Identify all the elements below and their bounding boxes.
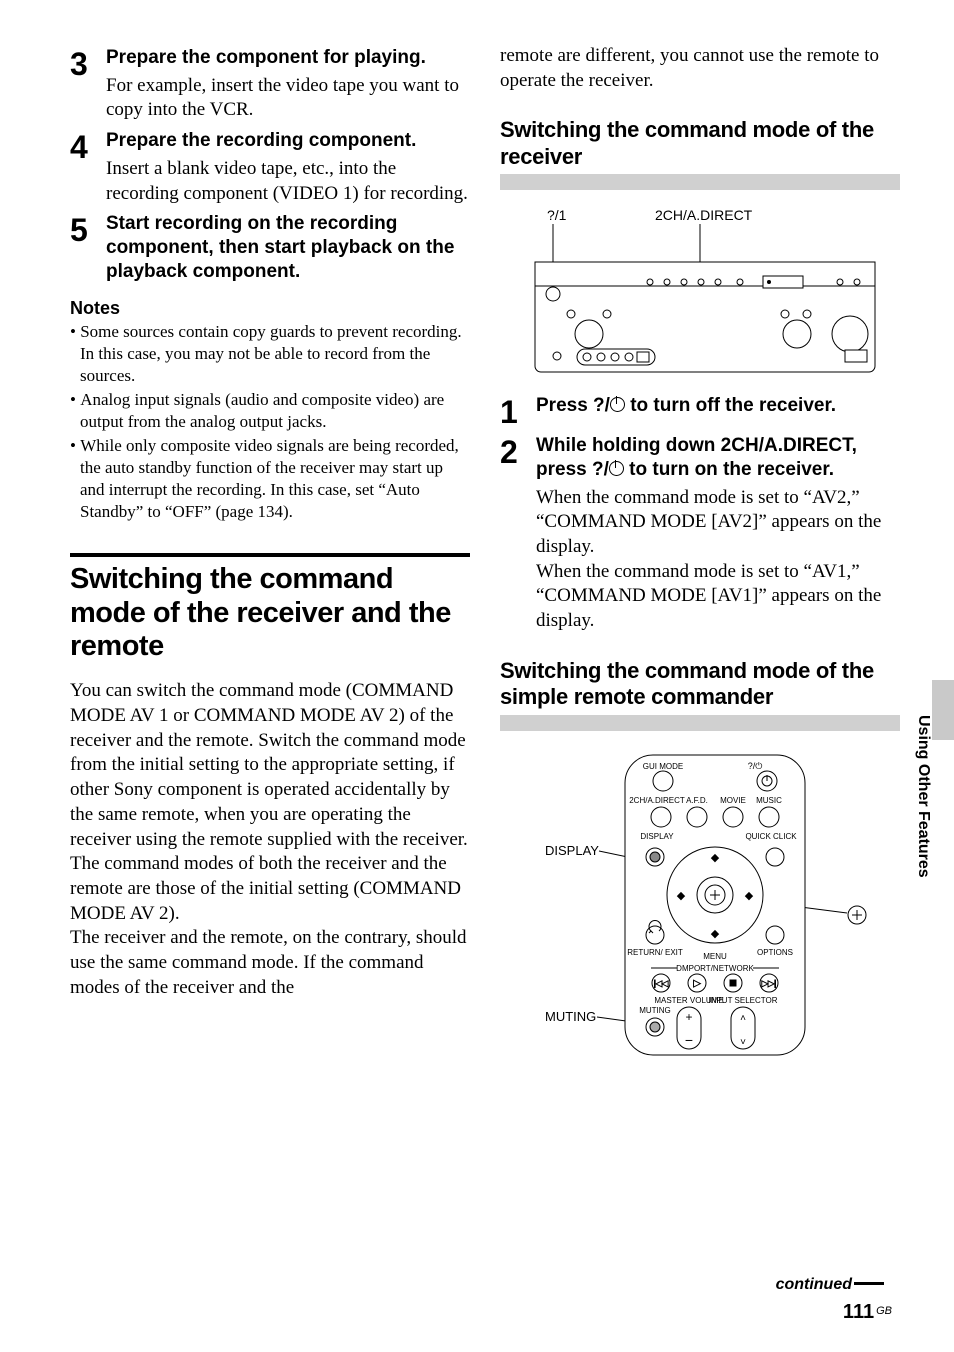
- right-column: remote are different, you cannot use the…: [500, 40, 900, 1065]
- body-paragraph: The receiver and the remote, on the cont…: [70, 926, 470, 1000]
- svg-text:MENU: MENU: [703, 952, 727, 961]
- svg-text:GUI MODE: GUI MODE: [643, 762, 683, 771]
- svg-text:MOVIE: MOVIE: [720, 796, 746, 805]
- svg-text:RETURN/ EXIT: RETURN/ EXIT: [627, 948, 683, 957]
- svg-text:A.F.D.: A.F.D.: [686, 796, 708, 805]
- side-tab: [932, 680, 954, 740]
- step-5: 5 Start recording on the recording compo…: [70, 212, 470, 283]
- right-step-1: 1 Press ?/ to turn off the receiver.: [500, 394, 900, 428]
- note-item: While only composite video signals are b…: [70, 435, 470, 523]
- svg-text:MUTING: MUTING: [639, 1006, 671, 1015]
- notes-list: Some sources contain copy guards to prev…: [70, 321, 470, 524]
- step-3: 3 Prepare the component for playing. For…: [70, 46, 470, 123]
- svg-text:|◀◀: |◀◀: [654, 979, 669, 988]
- step-4: 4 Prepare the recording component. Inser…: [70, 129, 470, 206]
- power-label: ?/1: [547, 207, 567, 223]
- svg-text:+: +: [685, 1010, 692, 1024]
- svg-text:˄: ˄: [740, 1013, 746, 1024]
- svg-text:◆: ◆: [677, 890, 686, 902]
- notes-heading: Notes: [70, 298, 470, 319]
- svg-text:˅: ˅: [740, 1037, 746, 1048]
- receiver-illustration: ?/1 2CH/A.DIRECT: [515, 204, 885, 384]
- svg-text:▶: ▶: [694, 978, 701, 988]
- svg-text:INPUT SELECTOR: INPUT SELECTOR: [708, 996, 777, 1005]
- right-step-2: 2 While holding down 2CH/A.DIRECT, press…: [500, 434, 900, 634]
- section-rule: [70, 553, 470, 557]
- step-number: 3: [70, 46, 106, 123]
- muting-callout: MUTING: [545, 1009, 596, 1024]
- step-number: 4: [70, 129, 106, 206]
- svg-text:DMPORT/NETWORK: DMPORT/NETWORK: [676, 964, 754, 973]
- svg-text:◆: ◆: [711, 928, 720, 940]
- step-title: Prepare the component for playing.: [106, 46, 470, 70]
- remote-illustration: DISPLAY MUTING GUI MODE: [505, 745, 895, 1065]
- svg-text:−: −: [685, 1032, 693, 1048]
- step-title: Press ?/ to turn off the receiver.: [536, 394, 900, 418]
- svg-text:OPTIONS: OPTIONS: [757, 948, 793, 957]
- subsection-title: Switching the command mode of the simple…: [500, 658, 900, 731]
- left-column: 3 Prepare the component for playing. For…: [70, 40, 470, 1065]
- page-number: 111GB: [843, 1301, 892, 1324]
- note-item: Analog input signals (audio and composit…: [70, 389, 470, 433]
- section-title: Switching the command mode of the receiv…: [70, 563, 470, 663]
- step-number: 1: [500, 394, 536, 428]
- svg-text:◆: ◆: [745, 890, 754, 902]
- power-icon: [610, 397, 625, 412]
- svg-text:◆: ◆: [711, 852, 720, 864]
- svg-text:▶▶|: ▶▶|: [762, 979, 776, 988]
- side-section-label: Using Other Features: [914, 715, 932, 878]
- svg-text:MUSIC: MUSIC: [756, 796, 782, 805]
- 2ch-adirect-label: 2CH/A.DIRECT: [655, 207, 753, 223]
- step-title: Prepare the recording component.: [106, 129, 470, 153]
- svg-text:QUICK CLICK: QUICK CLICK: [745, 832, 797, 841]
- body-paragraph: You can switch the command mode (COMMAND…: [70, 679, 470, 852]
- display-callout: DISPLAY: [545, 843, 599, 858]
- step-desc: For example, insert the video tape you w…: [106, 74, 470, 123]
- body-paragraph: The command modes of both the receiver a…: [70, 852, 470, 926]
- svg-text:DISPLAY: DISPLAY: [640, 832, 674, 841]
- power-icon: [609, 461, 624, 476]
- svg-text:?/⏻: ?/⏻: [748, 761, 763, 771]
- step-desc: Insert a blank video tape, etc., into th…: [106, 157, 470, 206]
- step-number: 2: [500, 434, 536, 634]
- step-desc: When the command mode is set to “AV2,” “…: [536, 486, 900, 634]
- body-paragraph: remote are different, you cannot use the…: [500, 44, 900, 93]
- step-title: Start recording on the recording compone…: [106, 212, 470, 283]
- subsection-title: Switching the command mode of the receiv…: [500, 117, 900, 190]
- continued-label: continued: [776, 1276, 884, 1294]
- note-item: Some sources contain copy guards to prev…: [70, 321, 470, 387]
- svg-text:2CH/A.DIRECT: 2CH/A.DIRECT: [629, 796, 685, 805]
- step-title: While holding down 2CH/A.DIRECT, press ?…: [536, 434, 900, 482]
- step-number: 5: [70, 212, 106, 283]
